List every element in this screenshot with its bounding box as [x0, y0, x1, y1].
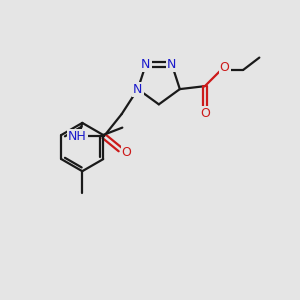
Text: N: N: [133, 82, 142, 96]
Text: O: O: [122, 146, 132, 159]
Text: O: O: [200, 107, 210, 120]
Text: N: N: [141, 58, 151, 71]
Text: NH: NH: [68, 130, 87, 143]
Text: O: O: [220, 61, 230, 74]
Text: N: N: [167, 58, 176, 71]
